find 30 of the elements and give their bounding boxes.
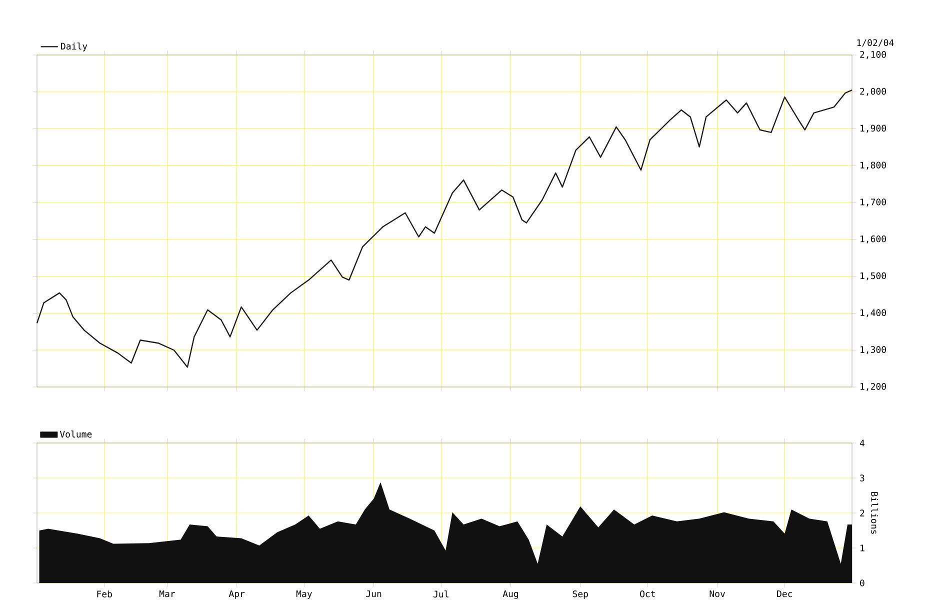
legend-label: Daily: [61, 42, 88, 52]
y-tick-label: 2,100: [860, 51, 886, 59]
y-tick-label: 1: [860, 544, 864, 552]
y-tick-label: 3: [860, 474, 864, 482]
y-tick-label: 2,000: [860, 88, 886, 96]
x-tick-label: Dec: [777, 590, 792, 598]
y-axis-title: Billions: [871, 492, 878, 534]
x-tick-label: May: [296, 590, 312, 599]
x-tick-label: Jun: [366, 590, 382, 598]
y-tick-label: 1,600: [860, 235, 886, 244]
y-tick-label: 1,500: [860, 272, 886, 280]
y-tick-label: 1,900: [860, 124, 886, 133]
x-tick-label: Aug: [502, 590, 518, 599]
y-tick-label: 1,200: [860, 383, 886, 391]
y-tick-label: 4: [860, 440, 864, 446]
text: 1/02/04: [857, 39, 894, 47]
y-tick-label: 1,800: [860, 162, 886, 170]
x-tick-label: Feb: [97, 590, 112, 598]
legend-label: Volume: [60, 430, 92, 438]
x-tick-label: Nov: [710, 590, 725, 598]
y-tick-label: 1,300: [860, 346, 886, 354]
y-tick-label: 1,400: [860, 309, 886, 318]
x-tick-label: Sep: [572, 590, 588, 600]
x-tick-label: Jul: [434, 590, 448, 598]
x-tick-label: Apr: [228, 590, 245, 599]
y-tick-label: 0: [860, 580, 864, 586]
y-tick-label: 1,700: [860, 198, 886, 207]
y-tick-label: 2: [860, 510, 864, 516]
x-tick-label: Oct: [640, 590, 655, 598]
x-tick-label: Mar: [159, 590, 176, 598]
